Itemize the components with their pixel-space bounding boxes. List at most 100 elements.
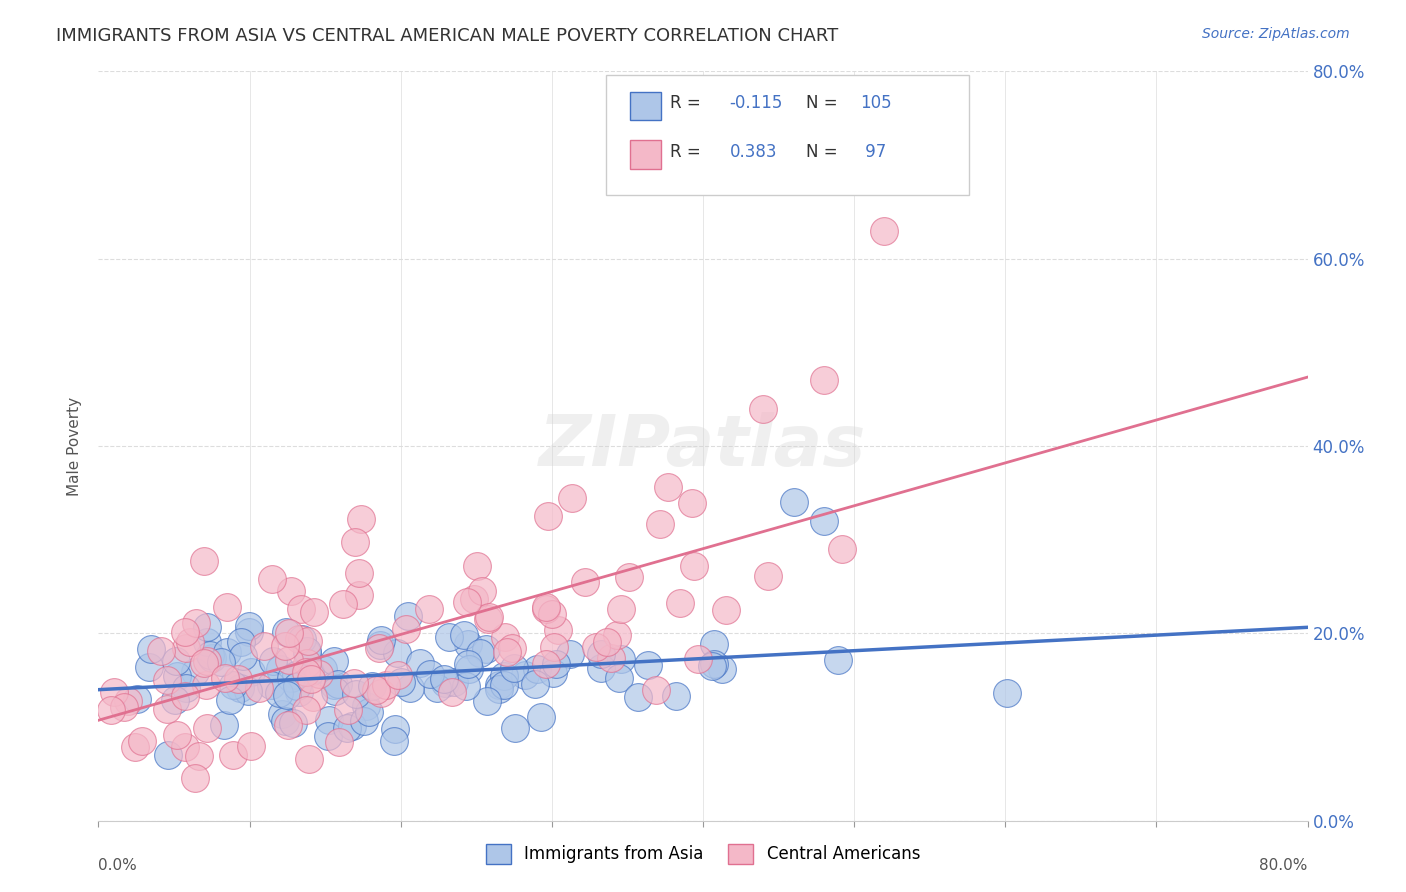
Text: ZIPatlas: ZIPatlas bbox=[540, 411, 866, 481]
Point bbox=[287, 632, 309, 646]
Point bbox=[157, 747, 180, 762]
Point bbox=[547, 624, 569, 638]
Point bbox=[669, 596, 692, 610]
Point bbox=[453, 627, 475, 641]
Point bbox=[501, 640, 523, 655]
Point bbox=[217, 645, 239, 659]
Point bbox=[302, 606, 325, 620]
Point bbox=[463, 591, 485, 606]
Point bbox=[440, 684, 463, 698]
Point bbox=[301, 690, 323, 704]
Point bbox=[295, 644, 318, 658]
Point bbox=[456, 595, 478, 609]
Point bbox=[465, 558, 488, 573]
Point bbox=[665, 690, 688, 704]
Point bbox=[308, 667, 330, 681]
Point bbox=[179, 635, 201, 649]
Point bbox=[165, 654, 187, 668]
Point bbox=[228, 672, 250, 686]
Point bbox=[477, 612, 499, 626]
Point bbox=[541, 665, 564, 680]
Point bbox=[295, 665, 318, 679]
Point bbox=[280, 584, 302, 599]
Point bbox=[340, 719, 363, 733]
Point bbox=[873, 223, 896, 237]
Point bbox=[591, 647, 613, 661]
Point bbox=[322, 678, 344, 692]
Point bbox=[195, 635, 218, 649]
Point bbox=[347, 588, 370, 602]
Point bbox=[357, 705, 380, 719]
Point bbox=[166, 669, 188, 683]
Point bbox=[831, 541, 853, 556]
Bar bbox=[630, 140, 661, 169]
Point bbox=[494, 630, 516, 644]
Point bbox=[470, 646, 492, 660]
Y-axis label: Male Poverty: Male Poverty bbox=[67, 396, 83, 496]
Point bbox=[271, 706, 294, 721]
Point bbox=[627, 690, 650, 704]
Point bbox=[336, 703, 359, 717]
Point bbox=[494, 678, 516, 692]
Point bbox=[103, 685, 125, 699]
Point bbox=[488, 682, 510, 697]
Point bbox=[370, 632, 392, 647]
Point bbox=[645, 682, 668, 697]
Point bbox=[283, 716, 305, 731]
Point bbox=[657, 480, 679, 494]
Point bbox=[350, 512, 373, 526]
Point bbox=[163, 692, 186, 706]
Point bbox=[209, 655, 232, 669]
Text: 105: 105 bbox=[860, 94, 891, 112]
Point bbox=[536, 602, 558, 616]
Point bbox=[183, 665, 205, 679]
Point bbox=[328, 735, 350, 749]
Point bbox=[290, 602, 312, 616]
Point bbox=[995, 685, 1018, 699]
Point bbox=[526, 662, 548, 676]
Point bbox=[471, 583, 494, 598]
Point bbox=[783, 495, 806, 509]
Point bbox=[239, 739, 262, 753]
Text: 97: 97 bbox=[860, 143, 886, 161]
Point bbox=[610, 652, 633, 666]
Point bbox=[683, 558, 706, 573]
Point bbox=[558, 647, 581, 661]
Point bbox=[173, 689, 195, 703]
Point bbox=[534, 657, 557, 672]
Point bbox=[231, 649, 253, 664]
Point bbox=[541, 607, 564, 622]
Point bbox=[194, 678, 217, 692]
Point bbox=[276, 624, 298, 639]
Point bbox=[595, 635, 617, 649]
Point bbox=[150, 643, 173, 657]
Point bbox=[681, 496, 703, 510]
Point bbox=[648, 517, 671, 532]
Point bbox=[100, 703, 122, 717]
Point bbox=[318, 713, 340, 727]
Point bbox=[127, 692, 149, 706]
Point bbox=[537, 508, 560, 523]
Point bbox=[195, 721, 218, 735]
Point bbox=[703, 657, 725, 671]
Point bbox=[247, 681, 270, 695]
Point bbox=[370, 686, 392, 700]
Point bbox=[529, 710, 551, 724]
Point bbox=[606, 628, 628, 642]
Point bbox=[494, 668, 516, 682]
Point bbox=[610, 601, 633, 615]
Point bbox=[457, 657, 479, 672]
Point bbox=[477, 694, 499, 708]
Point bbox=[343, 676, 366, 690]
Point bbox=[112, 700, 135, 714]
Point bbox=[221, 748, 243, 763]
Point bbox=[277, 718, 299, 732]
Point bbox=[396, 608, 419, 623]
Point bbox=[439, 630, 461, 644]
Point bbox=[336, 721, 359, 735]
Point bbox=[488, 678, 510, 692]
Bar bbox=[630, 92, 661, 120]
Point bbox=[183, 771, 205, 785]
Point bbox=[166, 728, 188, 742]
Point bbox=[236, 684, 259, 698]
